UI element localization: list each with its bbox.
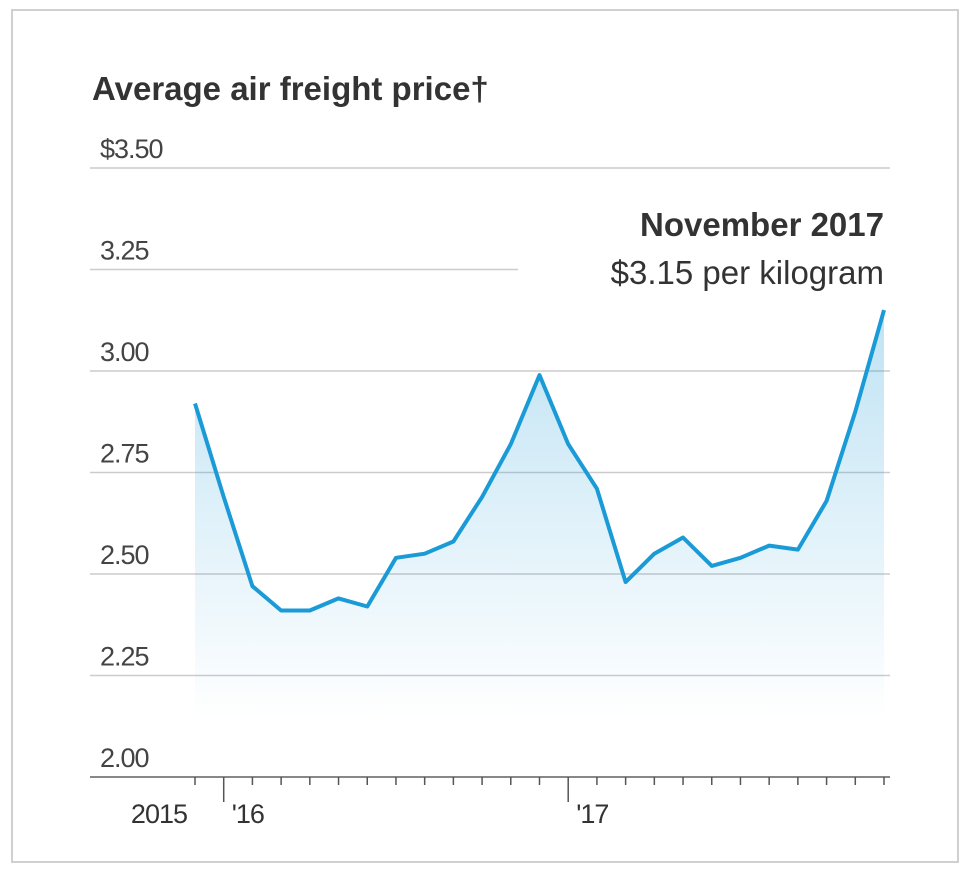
annotation-text: $3.15 per kilogram (611, 254, 884, 291)
x-tick-label: '17 (576, 799, 608, 829)
y-tick-label: $3.50 (100, 134, 163, 164)
x-tick-label: 2015 (131, 799, 187, 829)
chart-title: Average air freight price† (92, 70, 489, 107)
annotation-title: November 2017 (640, 206, 884, 243)
x-tick-label: '16 (232, 799, 264, 829)
y-tick-label: 3.00 (100, 337, 149, 367)
y-tick-label: 2.25 (100, 642, 149, 672)
area (195, 310, 884, 720)
y-tick-label: 2.50 (100, 540, 149, 570)
y-tick-label: 2.75 (100, 439, 149, 469)
plot (193, 309, 886, 720)
line (193, 309, 886, 613)
y-tick-label: 3.25 (100, 236, 149, 266)
annotation-bg (518, 200, 890, 300)
y-tick-label: 2.00 (100, 743, 149, 773)
